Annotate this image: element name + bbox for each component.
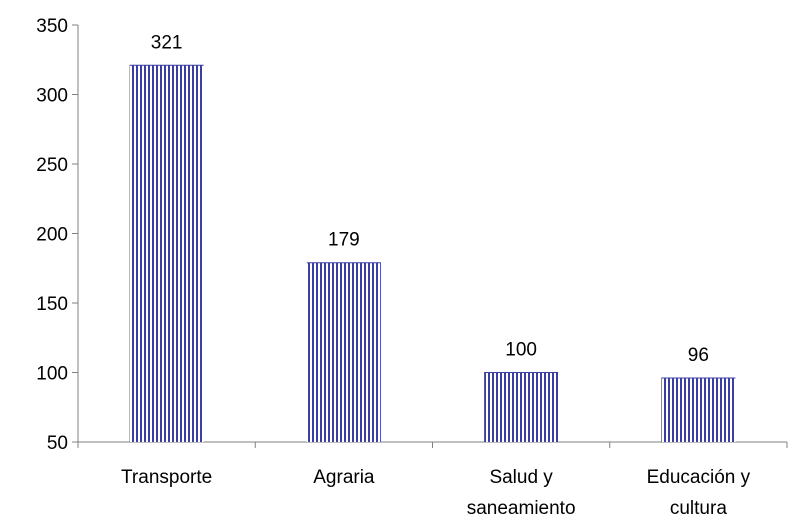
x-category-label: cultura [670, 498, 727, 519]
x-axis: Transporte Agraria Salud y saneamiento Educa… [78, 442, 787, 519]
y-tick-label: 200 [36, 225, 68, 246]
x-category-label: saneamiento [467, 498, 576, 519]
y-tick-label: 250 [36, 155, 68, 176]
bar [484, 373, 558, 443]
bar-value-label: 321 [151, 32, 183, 53]
bars [130, 65, 736, 442]
data-labels: 321 179 100 96 [151, 32, 709, 366]
y-tick-label: 50 [47, 433, 68, 454]
bar [307, 263, 381, 442]
bar-value-label: 96 [688, 345, 709, 366]
y-tick-label: 100 [36, 364, 68, 385]
y-tick-label: 300 [36, 86, 68, 107]
y-tick-label: 150 [36, 294, 68, 315]
bar-value-label: 100 [505, 340, 537, 361]
bar [130, 65, 204, 442]
x-category-label: Transporte [121, 467, 212, 488]
bar-value-label: 179 [328, 230, 360, 251]
x-category-label: Agraria [313, 467, 375, 488]
bar [661, 378, 735, 442]
x-category-label: Educación y [647, 467, 751, 488]
x-category-label: Salud y [489, 467, 553, 488]
y-axis: 50 100 150 200 250 300 350 [36, 16, 78, 454]
y-tick-label: 350 [36, 16, 68, 37]
